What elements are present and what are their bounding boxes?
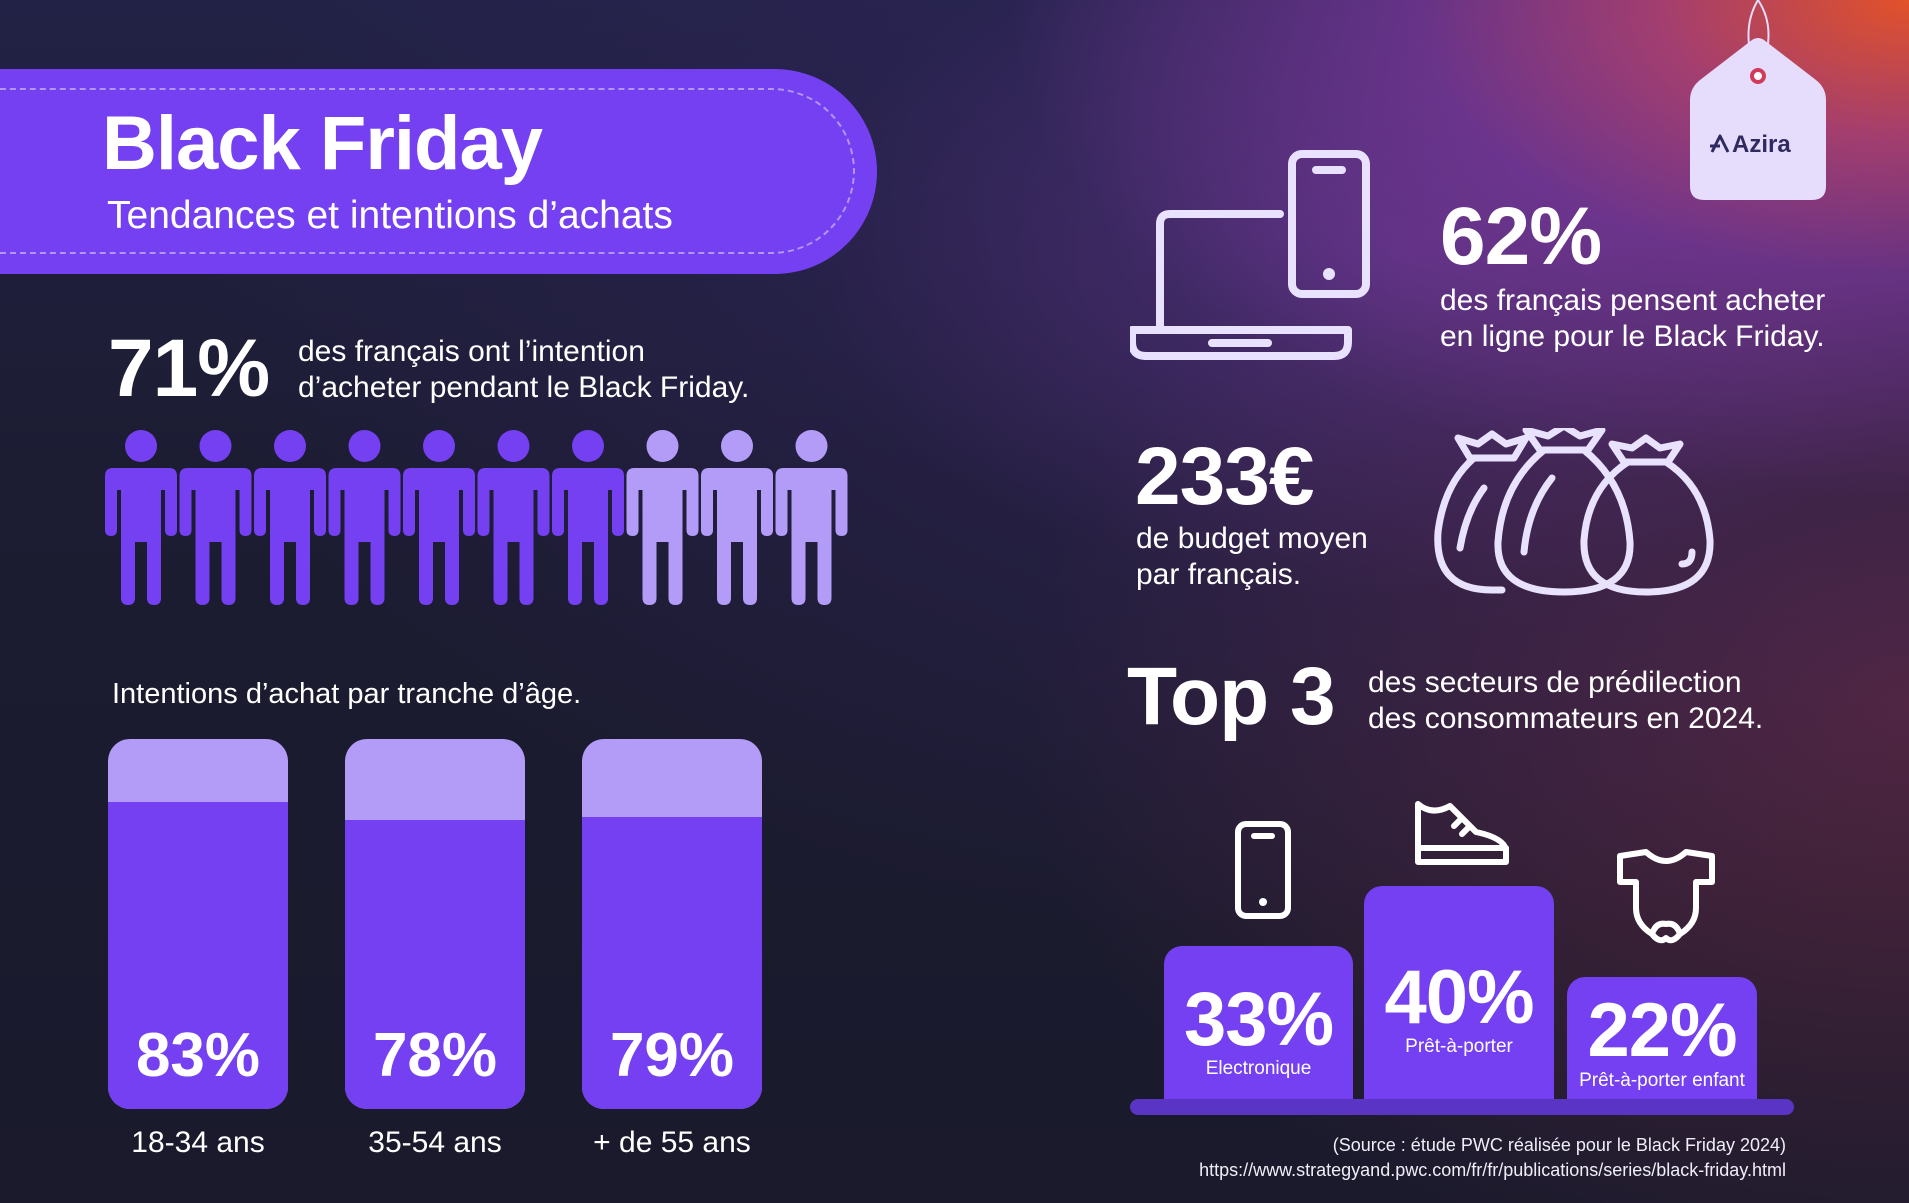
podium-label-3: Prêt-à-porter enfant <box>1579 1070 1745 1091</box>
people-pictogram <box>105 430 848 605</box>
budget-amount: 233€ <box>1135 431 1314 522</box>
intention-description: des français ont l’intention d’acheter p… <box>298 334 749 406</box>
age-bar-1: 83% <box>108 739 288 1109</box>
podium-step-2: 40% Prêt-à-porter <box>1364 886 1554 1099</box>
intention-percent: 71% <box>108 323 270 414</box>
online-percent: 62% <box>1440 191 1602 282</box>
header-dashed-outline <box>0 88 855 254</box>
brand-name: Azira <box>1732 131 1791 158</box>
person-icon <box>552 430 624 605</box>
person-icon <box>179 430 252 605</box>
online-desc-line1: des français pensent acheter <box>1440 284 1826 317</box>
podium-label-1: Electronique <box>1205 1058 1312 1079</box>
podium-step-3: 22% Prêt-à-porter enfant <box>1567 977 1757 1099</box>
online-description: des français pensent acheter en ligne po… <box>1440 283 1825 355</box>
age-bar-value: 78% <box>372 1021 498 1090</box>
person-icon <box>775 430 848 605</box>
podium-step-1: 33% Electronique <box>1164 946 1353 1099</box>
person-icon <box>701 430 773 605</box>
page-subtitle: Tendances et intentions d’achats <box>107 194 673 237</box>
smartphone-icon <box>1235 821 1291 919</box>
money-bags-icon <box>1434 428 1714 596</box>
page-title: Black Friday <box>102 101 543 186</box>
baby-bodysuit-icon <box>1617 849 1715 944</box>
age-section-label: Intentions d’achat par tranche d’âge. <box>112 678 582 710</box>
sneaker-icon <box>1415 801 1509 865</box>
age-bar-fill <box>582 817 762 1109</box>
budget-description: de budget moyen par français. <box>1136 521 1368 593</box>
price-tag-logo: Azira <box>1690 0 1826 200</box>
intention-desc-line1: des français ont l’intention <box>298 335 645 368</box>
source-link[interactable]: https://www.strategyand.pwc.com/fr/fr/pu… <box>1199 1160 1786 1180</box>
laptop-phone-icon <box>1130 150 1370 360</box>
person-icon <box>477 430 550 605</box>
age-bar-2: 78% <box>345 739 525 1109</box>
person-icon <box>626 430 699 605</box>
podium-value-1: 33% <box>1183 977 1334 1062</box>
source-note: (Source : étude PWC réalisée pour le Bla… <box>1199 1133 1786 1183</box>
age-bar-value: 83% <box>135 1021 261 1090</box>
age-bar-value: 79% <box>609 1021 735 1090</box>
age-bar-fill <box>345 820 525 1109</box>
person-icon <box>254 430 326 605</box>
person-icon <box>403 430 475 605</box>
online-desc-line2: en ligne pour le Black Friday. <box>1440 320 1825 353</box>
podium-label-2: Prêt-à-porter <box>1405 1036 1513 1057</box>
age-bar-category: 35-54 ans <box>368 1126 502 1159</box>
podium-value-3: 22% <box>1587 988 1737 1073</box>
source-line1: (Source : étude PWC réalisée pour le Bla… <box>1332 1135 1786 1155</box>
age-bar-category: 18-34 ans <box>131 1126 265 1159</box>
age-bar-category: + de 55 ans <box>593 1126 751 1159</box>
top3-description: des secteurs de prédilection des consomm… <box>1368 665 1763 737</box>
top3-desc-line2: des consommateurs en 2024. <box>1368 702 1764 735</box>
top3-title: Top 3 <box>1127 651 1336 742</box>
person-icon <box>105 430 177 605</box>
age-bar-3: 79% <box>582 739 762 1109</box>
podium-value-2: 40% <box>1384 955 1534 1040</box>
budget-desc-line2: par français. <box>1136 558 1302 591</box>
person-icon <box>328 430 401 605</box>
podium-base <box>1130 1099 1794 1115</box>
budget-desc-line1: de budget moyen <box>1136 522 1368 555</box>
intention-desc-line2: d’acheter pendant le Black Friday. <box>298 371 750 404</box>
header-banner <box>0 69 877 274</box>
age-bar-fill <box>108 802 288 1109</box>
top3-desc-line1: des secteurs de prédilection <box>1368 666 1742 699</box>
